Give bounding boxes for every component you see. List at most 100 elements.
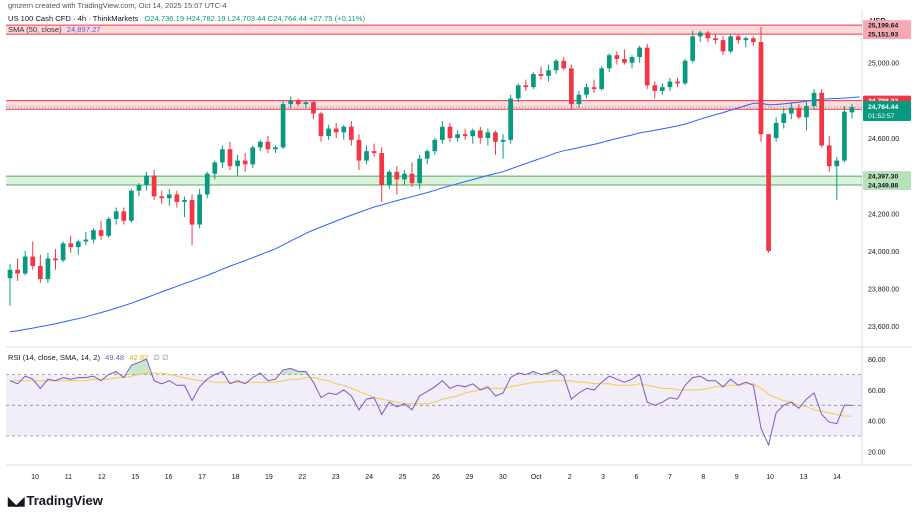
symbol-legend[interactable]: US 100 Cash CFD · 4h · ThinkMarkets O24,… bbox=[8, 14, 365, 23]
candle-body bbox=[212, 162, 218, 174]
candle-body bbox=[303, 102, 309, 105]
candle-body bbox=[182, 200, 187, 202]
candle-body bbox=[819, 92, 825, 146]
candle-body bbox=[386, 171, 392, 186]
candle-body bbox=[189, 200, 195, 225]
candle-body bbox=[622, 58, 627, 63]
rsi-pane bbox=[6, 358, 862, 447]
time-tick-label: 8 bbox=[701, 474, 705, 481]
candle-body bbox=[15, 269, 20, 274]
candle-body bbox=[568, 68, 574, 105]
time-tick-label: 9 bbox=[735, 474, 739, 481]
candle-body bbox=[22, 256, 28, 274]
candle-body bbox=[440, 126, 445, 140]
candle-body bbox=[561, 60, 567, 69]
candle-body bbox=[424, 151, 430, 159]
candle-body bbox=[280, 104, 286, 148]
candle-body bbox=[493, 132, 498, 142]
candle-body bbox=[637, 47, 642, 58]
candle-body bbox=[242, 160, 248, 165]
chart-byline: gmzern created with TradingView.com, Oct… bbox=[8, 1, 227, 10]
price-tick-label: 23,600.00 bbox=[868, 324, 899, 331]
price-tick-label: 23,800.00 bbox=[868, 287, 899, 294]
time-tick-label: 17 bbox=[198, 474, 206, 481]
rsi-overbought-fill bbox=[279, 368, 310, 375]
candle-body bbox=[60, 243, 66, 261]
price-tick-label: 24,600.00 bbox=[868, 136, 899, 143]
candle-body bbox=[121, 211, 127, 221]
candle-body bbox=[515, 85, 521, 99]
rsi-overbought-fill bbox=[112, 371, 120, 375]
candle-body bbox=[166, 194, 172, 199]
price-labels: 25,199.6425,151.9324,798.3224,752.5024,3… bbox=[863, 20, 911, 191]
sma-legend[interactable]: SMA (50, close) 24,897.27 bbox=[8, 25, 101, 34]
candle-body bbox=[660, 87, 665, 91]
price-tick-label: 24,000.00 bbox=[868, 249, 899, 256]
candle-body bbox=[159, 196, 165, 199]
candle-body bbox=[705, 32, 711, 39]
support-zone bbox=[6, 176, 862, 186]
candle-body bbox=[614, 55, 620, 59]
price-tick-label: 24,200.00 bbox=[868, 211, 899, 218]
candle-body bbox=[538, 73, 544, 76]
rsi-legend[interactable]: RSI (14, close, SMA, 14, 2) 49.48 42.82 … bbox=[8, 353, 169, 362]
candle-body bbox=[379, 153, 385, 186]
candle-body bbox=[144, 175, 149, 186]
candles bbox=[6, 26, 862, 306]
candle-body bbox=[796, 107, 802, 118]
countdown-label: 01:52:57 bbox=[868, 113, 895, 120]
price-tick-label: 25,000.00 bbox=[868, 61, 899, 68]
candle-body bbox=[500, 139, 506, 142]
level-zones bbox=[6, 24, 862, 186]
candle-body bbox=[45, 258, 51, 280]
time-tick-label: 22 bbox=[298, 474, 306, 481]
candle-body bbox=[455, 134, 460, 138]
level-label-24349: 24,349.88 bbox=[868, 183, 898, 190]
rsi-value: 49.48 bbox=[105, 353, 125, 362]
candle-body bbox=[53, 258, 58, 261]
candle-body bbox=[652, 85, 658, 91]
candle-body bbox=[417, 158, 422, 184]
candle-body bbox=[273, 147, 278, 150]
candle-body bbox=[151, 175, 157, 197]
candle-body bbox=[197, 194, 202, 225]
candle-body bbox=[713, 38, 718, 41]
candle-body bbox=[675, 81, 680, 84]
rsi-sma-line bbox=[10, 372, 853, 417]
candle-body bbox=[364, 151, 369, 161]
candle-body bbox=[606, 55, 612, 69]
resistance-zone-upper bbox=[6, 25, 862, 35]
rsi-overbought-fill bbox=[127, 359, 151, 375]
candle-body bbox=[804, 105, 809, 118]
candle-body bbox=[68, 243, 74, 248]
time-tick-label: 14 bbox=[833, 474, 841, 481]
candle-body bbox=[523, 85, 529, 88]
time-tick-label: 29 bbox=[466, 474, 474, 481]
time-tick-label: 10 bbox=[31, 474, 39, 481]
grid-lines bbox=[6, 10, 912, 466]
candle-body bbox=[402, 173, 407, 180]
rsi-tick-label: 80.00 bbox=[868, 357, 886, 364]
candle-body bbox=[227, 149, 233, 167]
candle-body bbox=[773, 122, 779, 138]
candle-body bbox=[470, 130, 476, 137]
candle-body bbox=[288, 100, 294, 105]
level-label-24349-bg bbox=[863, 180, 911, 191]
time-tick-label: 25 bbox=[399, 474, 407, 481]
rsi-tick-label: 60.00 bbox=[868, 388, 886, 395]
candle-body bbox=[356, 139, 362, 161]
candle-body bbox=[204, 173, 210, 195]
time-tick-label: 11 bbox=[65, 474, 72, 481]
candle-body bbox=[735, 36, 741, 41]
level-label-25199-bg bbox=[863, 20, 911, 31]
level-label-25151: 25,151.93 bbox=[868, 32, 898, 39]
candle-body bbox=[318, 113, 324, 137]
rsi-sma-value: 42.82 bbox=[129, 353, 149, 362]
time-tick-label: Oct bbox=[531, 474, 542, 481]
candle-body bbox=[409, 173, 415, 184]
time-tick-label: 30 bbox=[499, 474, 507, 481]
candle-body bbox=[83, 239, 89, 242]
last-price-label: 24,764.44 bbox=[868, 104, 898, 111]
time-tick-label: 24 bbox=[365, 474, 373, 481]
